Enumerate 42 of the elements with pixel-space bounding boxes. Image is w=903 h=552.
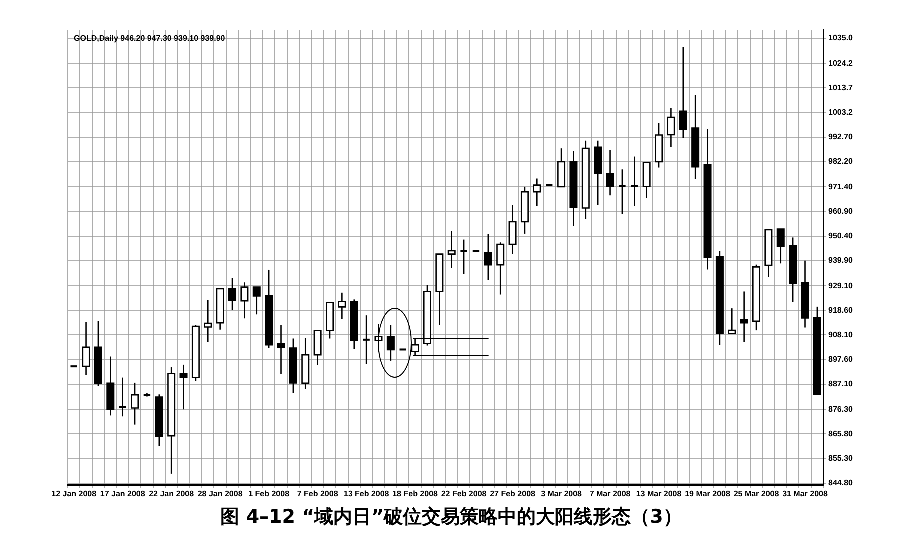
- x-tick-label: 22 Feb 2008: [441, 489, 488, 498]
- candlestick: [362, 314, 371, 365]
- x-tick-label: 18 Feb 2008: [392, 489, 439, 498]
- x-tick-label: 27 Feb 2008: [490, 489, 536, 498]
- y-tick-label: 929.10: [828, 281, 854, 290]
- x-tick-label: 25 Mar 2008: [734, 489, 780, 498]
- x-tick-label: 28 Jan 2008: [198, 489, 244, 498]
- y-tick-label: 855.30: [828, 454, 854, 463]
- x-tick-label: 3 Mar 2008: [541, 489, 583, 498]
- y-tick-label: 950.40: [828, 232, 854, 240]
- y-tick-label: 1003.2: [828, 108, 854, 118]
- y-tick-label: 897.60: [828, 355, 854, 364]
- candlestick: [118, 377, 128, 418]
- y-tick-label: 1013.7: [828, 83, 854, 92]
- y-tick-label: 908.10: [828, 330, 854, 340]
- x-tick-label: 13 Mar 2008: [636, 489, 682, 498]
- y-tick-label: 960.90: [828, 206, 854, 216]
- y-tick-label: 939.90: [828, 256, 854, 266]
- text: 图 4–12 “域内日”破位交易策略中的大阳线形态（3）: [220, 505, 684, 530]
- x-tick-label: 1 Feb 2008: [248, 489, 290, 498]
- x-tick-label: 17 Jan 2008: [100, 489, 146, 498]
- x-tick-label: 12 Jan 2008: [52, 489, 98, 498]
- y-tick-label: 865.80: [828, 429, 854, 438]
- x-tick-label: 22 Jan 2008: [149, 489, 195, 498]
- y-tick-label: 918.60: [828, 306, 854, 315]
- y-tick-label: 1024.2: [828, 58, 854, 68]
- candlestick: [630, 156, 639, 208]
- candlestick: [618, 168, 627, 215]
- y-tick-label: 1035.0: [828, 34, 854, 43]
- y-tick-label: 971.40: [828, 182, 854, 192]
- y-tick-label: 844.80: [828, 478, 854, 488]
- x-tick-label: 31 Mar 2008: [782, 489, 828, 498]
- x-tick-label: 13 Feb 2008: [344, 489, 390, 498]
- text: GOLD,Daily 946.20 947.30 939.10 939.90: [74, 34, 226, 43]
- x-tick-label: 7 Feb 2008: [297, 489, 339, 498]
- y-tick-label: 982.20: [828, 157, 854, 166]
- x-tick-label: 7 Mar 2008: [590, 489, 632, 498]
- y-tick-label: 876.30: [828, 404, 854, 414]
- candlestick: [460, 239, 468, 275]
- x-tick-label: 19 Mar 2008: [685, 489, 731, 498]
- y-tick-label: 992.70: [828, 132, 854, 142]
- y-tick-label: 887.10: [828, 380, 854, 389]
